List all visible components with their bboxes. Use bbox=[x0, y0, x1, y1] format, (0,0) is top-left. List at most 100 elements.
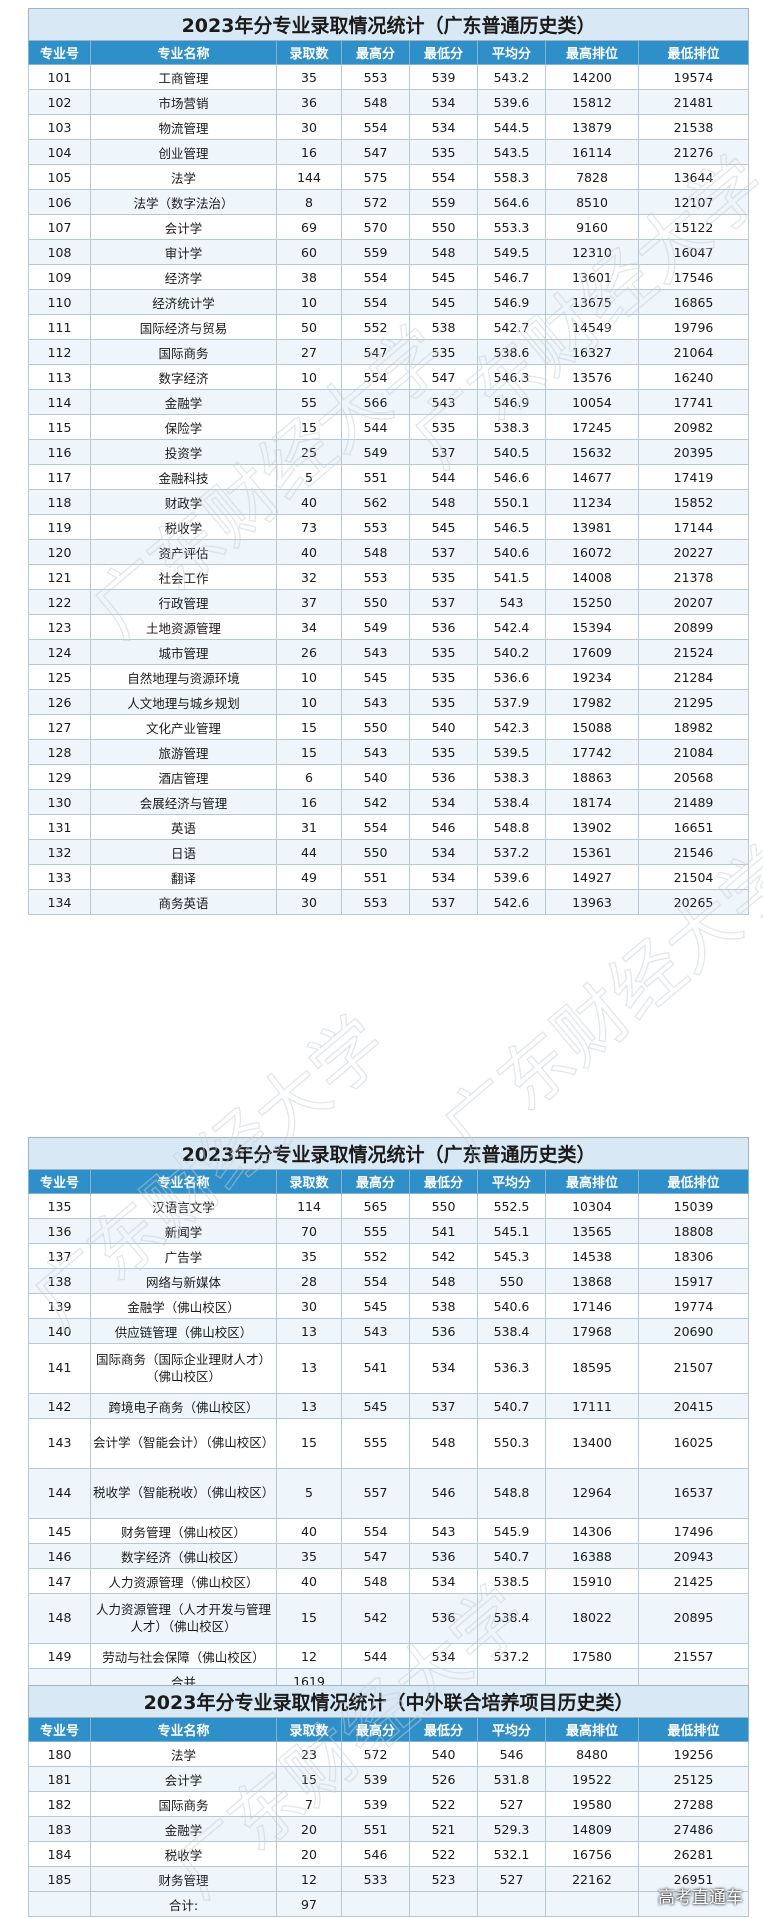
table-cell: 551 bbox=[341, 1816, 410, 1842]
table-cell: 109 bbox=[28, 264, 91, 290]
table-cell: 536.3 bbox=[477, 1343, 546, 1394]
table-cell: 21084 bbox=[637, 739, 750, 765]
table-cell: 550 bbox=[341, 714, 410, 740]
table-cell: 539.6 bbox=[477, 89, 546, 115]
table-cell: 财政学 bbox=[90, 489, 277, 515]
table-cell: 526 bbox=[409, 1766, 478, 1792]
table-row: 106 法学（数字法治） 8 572 559 564.6 8510 12107 bbox=[28, 189, 750, 215]
table-cell: 26 bbox=[276, 639, 342, 665]
table-cell: 21546 bbox=[637, 839, 750, 865]
table-row: 140 供应链管理（佛山校区） 13 543 536 538.4 17968 20690 bbox=[28, 1318, 750, 1344]
table-cell: 555 bbox=[341, 1418, 410, 1469]
table-cell: 545 bbox=[409, 514, 478, 540]
table-cell: 21284 bbox=[637, 664, 750, 690]
table-cell: 18595 bbox=[545, 1343, 639, 1394]
table-cell: 13902 bbox=[545, 814, 639, 840]
table-cell: 9160 bbox=[545, 214, 639, 240]
table-cell: 548.8 bbox=[477, 814, 546, 840]
table-cell: 21507 bbox=[637, 1343, 750, 1394]
table-cell: 15852 bbox=[637, 489, 750, 515]
table-cell: 546.9 bbox=[477, 389, 546, 415]
table-cell: 物流管理 bbox=[90, 114, 277, 140]
logo-caption: 高考直通车 bbox=[658, 1888, 743, 1908]
table-cell: 32 bbox=[276, 564, 342, 590]
table-cell: 工商管理 bbox=[90, 64, 277, 90]
table-cell: 543 bbox=[409, 389, 478, 415]
table-cell: 533 bbox=[341, 1866, 410, 1892]
table-cell: 544 bbox=[341, 414, 410, 440]
column-header: 最低分 bbox=[409, 40, 478, 65]
table-cell: 38 bbox=[276, 264, 342, 290]
table-cell: 547 bbox=[341, 1543, 410, 1569]
table-cell: 548 bbox=[341, 1568, 410, 1594]
column-header: 专业名称 bbox=[90, 40, 277, 65]
table-row: 148 人力资源管理（人才开发与管理人才）（佛山校区） 15 542 536 538.4 1… bbox=[28, 1593, 750, 1644]
table-cell: 30 bbox=[276, 1293, 342, 1319]
table-cell: 539.6 bbox=[477, 864, 546, 890]
table-cell: 60 bbox=[276, 239, 342, 265]
table-cell: 540 bbox=[409, 714, 478, 740]
table-cell: 559 bbox=[341, 239, 410, 265]
table-cell: 548 bbox=[409, 489, 478, 515]
column-header: 最高分 bbox=[341, 40, 410, 65]
table-cell: 50 bbox=[276, 314, 342, 340]
table-cell: 539 bbox=[409, 64, 478, 90]
column-header: 专业名称 bbox=[90, 1717, 277, 1742]
table-cell: 15632 bbox=[545, 439, 639, 465]
table-row: 132 日语 44 550 534 537.2 15361 21546 bbox=[28, 839, 750, 865]
table-cell: 30 bbox=[276, 889, 342, 915]
table-cell: 11234 bbox=[545, 489, 639, 515]
table-cell: 14306 bbox=[545, 1518, 639, 1544]
table-cell: 550 bbox=[409, 1193, 478, 1219]
table-cell: 17144 bbox=[637, 514, 750, 540]
table-cell: 13601 bbox=[545, 264, 639, 290]
table-cell: 广告学 bbox=[90, 1243, 277, 1269]
table-cell: 70 bbox=[276, 1218, 342, 1244]
table-cell: 143 bbox=[28, 1418, 91, 1469]
table-cell: 5 bbox=[276, 464, 342, 490]
table-cell: 人力资源管理（佛山校区） bbox=[90, 1568, 277, 1594]
table-cell: 18808 bbox=[637, 1218, 750, 1244]
table-cell: 供应链管理（佛山校区） bbox=[90, 1318, 277, 1344]
table-cell: 12 bbox=[276, 1643, 342, 1669]
table-cell: 540.6 bbox=[477, 539, 546, 565]
column-header: 最高排位 bbox=[545, 1169, 639, 1194]
table-cell: 19796 bbox=[637, 314, 750, 340]
column-header: 录取数 bbox=[276, 1717, 342, 1742]
table-row: 119 税收学 73 553 545 546.5 13981 17144 bbox=[28, 514, 750, 540]
table-cell: 116 bbox=[28, 439, 91, 465]
table-cell: 15910 bbox=[545, 1568, 639, 1594]
table-cell: 40 bbox=[276, 539, 342, 565]
table-cell: 522 bbox=[409, 1841, 478, 1867]
table-cell: 21524 bbox=[637, 639, 750, 665]
column-header: 最高排位 bbox=[545, 40, 639, 65]
table-cell: 经济学 bbox=[90, 264, 277, 290]
table-cell: 548.8 bbox=[477, 1468, 546, 1519]
column-header: 专业名称 bbox=[90, 1169, 277, 1194]
table-cell: 575 bbox=[341, 164, 410, 190]
table-row: 121 社会工作 32 553 535 541.5 14008 21378 bbox=[28, 564, 750, 590]
table-cell: 金融学（佛山校区） bbox=[90, 1293, 277, 1319]
column-header: 最低排位 bbox=[637, 1169, 750, 1194]
table-cell: 英语 bbox=[90, 814, 277, 840]
table-cell: 146 bbox=[28, 1543, 91, 1569]
table-cell: 19774 bbox=[637, 1293, 750, 1319]
table-cell: 540.6 bbox=[477, 1293, 546, 1319]
table-cell: 572 bbox=[341, 189, 410, 215]
table-cell: 114 bbox=[28, 389, 91, 415]
table-cell: 10 bbox=[276, 289, 342, 315]
table-cell: 554 bbox=[341, 814, 410, 840]
table-row: 133 翻译 49 551 534 539.6 14927 21504 bbox=[28, 864, 750, 890]
table-cell: 541 bbox=[409, 1218, 478, 1244]
table-cell: 10 bbox=[276, 664, 342, 690]
column-header: 专业号 bbox=[28, 1717, 91, 1742]
table-cell: 13 bbox=[276, 1343, 342, 1394]
table-cell: 财务管理 bbox=[90, 1866, 277, 1892]
table-cell: 543 bbox=[341, 689, 410, 715]
table-cell: 110 bbox=[28, 289, 91, 315]
table-cell: 投资学 bbox=[90, 439, 277, 465]
table-cell: 564.6 bbox=[477, 189, 546, 215]
table-cell: 税收学 bbox=[90, 1841, 277, 1867]
table-cell: 546 bbox=[341, 1841, 410, 1867]
table-title: 2023年分专业录取情况统计（中外联合培养项目历史类） bbox=[27, 1685, 750, 1718]
